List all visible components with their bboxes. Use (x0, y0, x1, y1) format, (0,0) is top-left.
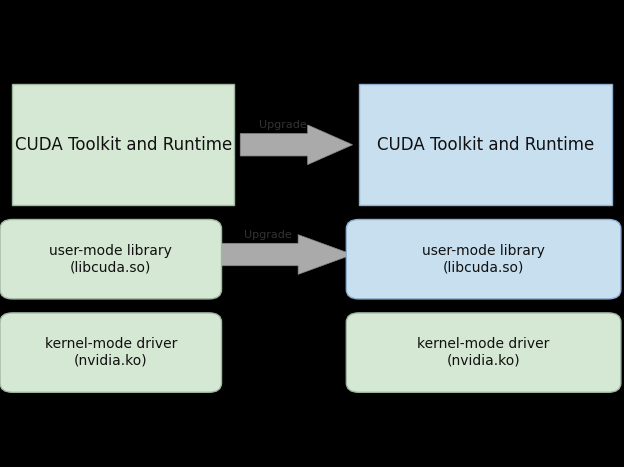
FancyBboxPatch shape (0, 219, 222, 299)
Text: kernel-mode driver
(nvidia.ko): kernel-mode driver (nvidia.ko) (44, 338, 177, 368)
Text: Upgrade: Upgrade (259, 120, 307, 130)
FancyBboxPatch shape (346, 219, 621, 299)
Text: CUDA Toolkit and Runtime: CUDA Toolkit and Runtime (14, 136, 232, 154)
FancyBboxPatch shape (359, 84, 612, 205)
Text: user-mode library
(libcuda.so): user-mode library (libcuda.so) (49, 244, 172, 274)
Text: kernel-mode driver
(nvidia.ko): kernel-mode driver (nvidia.ko) (417, 338, 550, 368)
FancyBboxPatch shape (0, 313, 222, 392)
FancyBboxPatch shape (12, 84, 234, 205)
Polygon shape (217, 234, 353, 274)
Text: user-mode library
(libcuda.so): user-mode library (libcuda.so) (422, 244, 545, 274)
FancyBboxPatch shape (346, 313, 621, 392)
Text: CUDA Toolkit and Runtime: CUDA Toolkit and Runtime (376, 136, 594, 154)
Polygon shape (240, 125, 353, 164)
Text: Upgrade: Upgrade (245, 230, 292, 240)
